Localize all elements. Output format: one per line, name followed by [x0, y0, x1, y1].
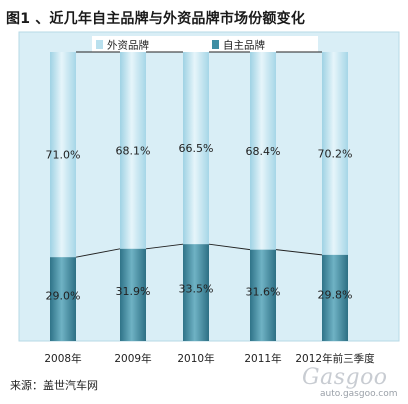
- label-domestic-0: 29.0%: [46, 290, 81, 303]
- bar-foreign-1: [120, 52, 146, 249]
- connector-join-3: [275, 249, 323, 256]
- legend-swatch-1: [212, 40, 219, 49]
- label-foreign-1: 68.1%: [116, 144, 151, 157]
- label-domestic-3: 31.6%: [246, 286, 281, 299]
- bar-domestic-4: [322, 254, 348, 341]
- legend-box: [92, 36, 318, 52]
- label-foreign-4: 70.2%: [318, 147, 353, 160]
- gasgoo-watermark-url: auto.gasgoo.com: [320, 389, 398, 399]
- label-domestic-1: 31.9%: [116, 285, 151, 298]
- x-tick-0: 2008年: [44, 352, 81, 365]
- legend-label-1: 自主品牌: [223, 39, 265, 52]
- legend-swatch-0: [96, 40, 103, 49]
- label-foreign-0: 71.0%: [46, 149, 81, 162]
- label-domestic-4: 29.8%: [318, 288, 353, 301]
- bar-domestic-0: [50, 257, 76, 341]
- label-foreign-2: 66.5%: [179, 142, 214, 155]
- chart-title: 图1 、近几年自主品牌与外资品牌市场份额变化: [6, 11, 306, 27]
- connector-join-1: [145, 243, 184, 250]
- bar-domestic-3: [250, 249, 276, 341]
- bar-foreign-3: [250, 52, 276, 250]
- label-domestic-2: 33.5%: [179, 283, 214, 296]
- x-tick-3: 2011年: [244, 352, 281, 365]
- connector-join-0: [75, 248, 121, 258]
- bar-foreign-4: [322, 52, 348, 255]
- bar-domestic-1: [120, 248, 146, 341]
- x-tick-4: 2012年前三季度: [295, 352, 375, 365]
- bar-foreign-2: [183, 52, 209, 245]
- bar-foreign-0: [50, 52, 76, 258]
- label-foreign-3: 68.4%: [246, 145, 281, 158]
- x-tick-1: 2009年: [114, 352, 151, 365]
- source-note: 来源：盖世汽车网: [10, 379, 98, 392]
- connector-join-2: [208, 243, 251, 251]
- x-tick-2: 2010年: [177, 352, 214, 365]
- bar-domestic-2: [183, 244, 209, 341]
- gasgoo-watermark-logo: Gasgoo: [302, 365, 388, 390]
- legend-label-0: 外资品牌: [107, 39, 149, 52]
